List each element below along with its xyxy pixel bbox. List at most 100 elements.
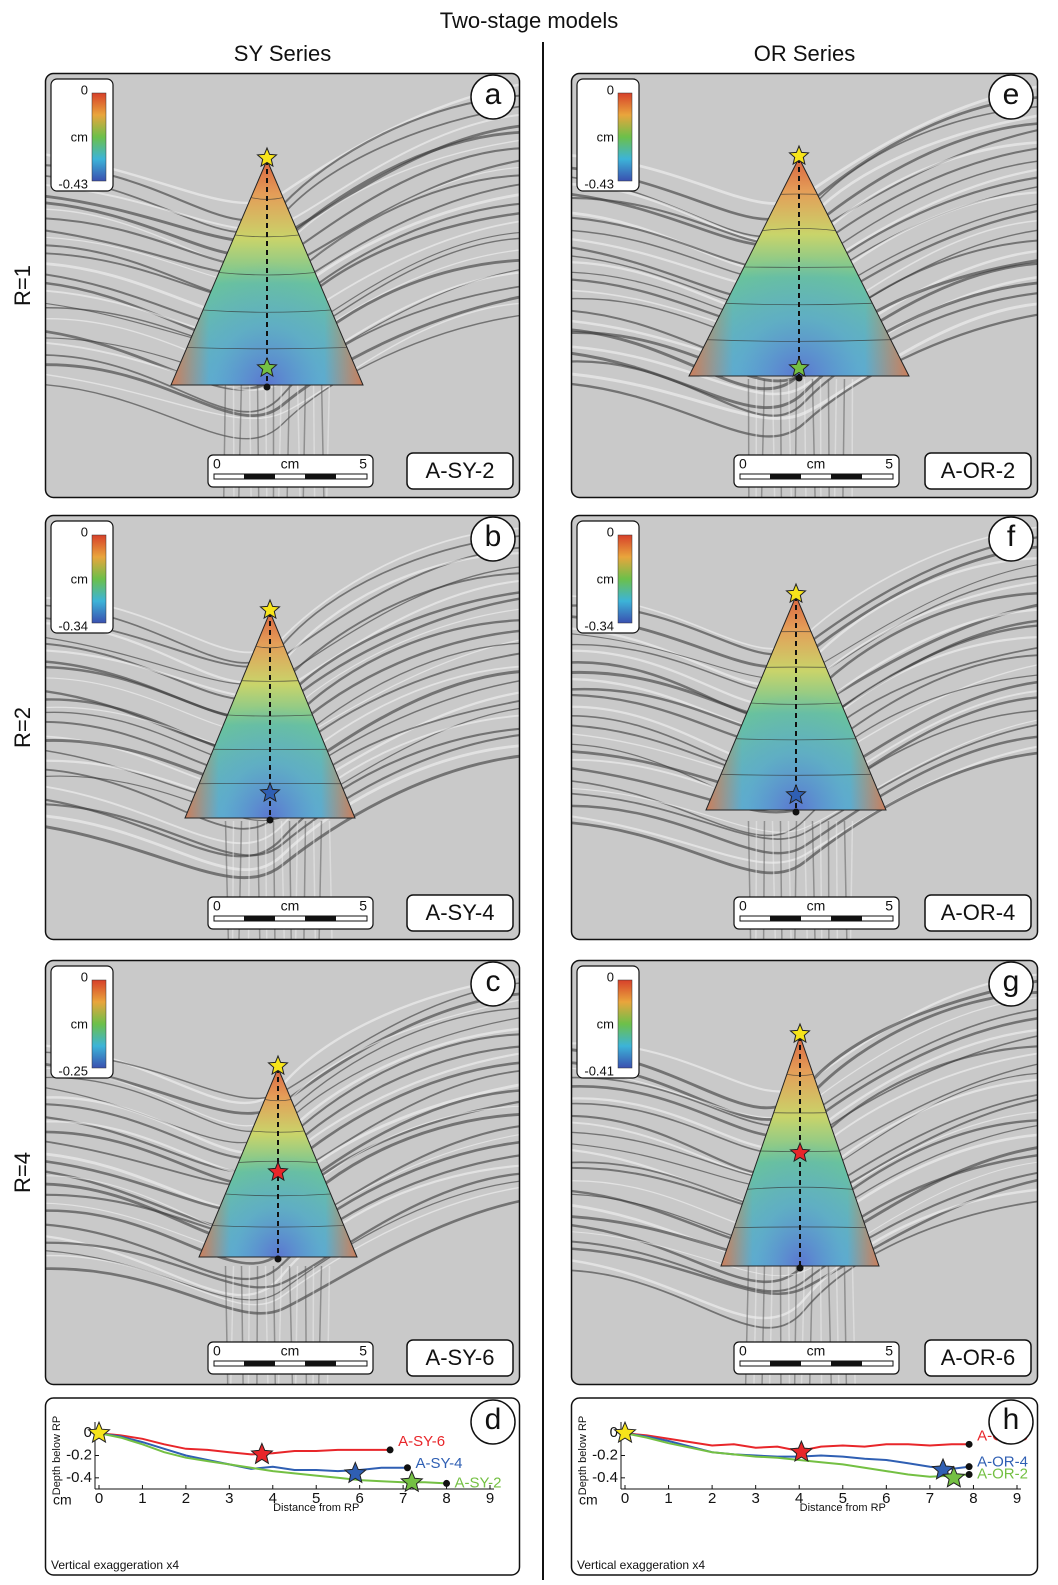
scale-start: 0 [213, 456, 221, 472]
scale-bar [740, 474, 893, 479]
colorbar-max: 0 [607, 82, 614, 97]
scale-end: 5 [359, 456, 367, 472]
colorbar [92, 980, 106, 1068]
colorbar-unit: cm [597, 1016, 614, 1031]
colorbar-unit: cm [597, 129, 614, 144]
colorbar [618, 535, 632, 623]
end-dot [443, 1480, 450, 1487]
scale-bar-fill [244, 916, 275, 921]
end-point [275, 1256, 282, 1263]
scale-bar-fill [831, 474, 862, 479]
end-dot [404, 1464, 411, 1471]
colorbar-unit: cm [71, 1016, 88, 1031]
colorbar-min: -0.34 [58, 618, 88, 633]
colorbar-max: 0 [81, 82, 88, 97]
end-dot [966, 1441, 973, 1448]
scale-bar-fill [770, 916, 801, 921]
x-tick-label: 1 [664, 1490, 672, 1507]
scale-start: 0 [213, 1343, 221, 1359]
panel-letter: e [1003, 78, 1020, 111]
series-label: A-SY-2 [455, 1474, 502, 1491]
scale-unit: cm [807, 456, 826, 472]
colorbar-min: -0.25 [58, 1063, 88, 1078]
colorbar-min: -0.34 [584, 618, 614, 633]
x-axis-label: Distance from RP [800, 1502, 886, 1514]
scale-start: 0 [739, 456, 747, 472]
y-tick-label: 0 [610, 1424, 618, 1441]
y-axis-label: Depth below RP [51, 1416, 63, 1496]
colorbar [618, 980, 632, 1068]
model-name: A-OR-2 [941, 458, 1016, 483]
colorbar-min: -0.43 [58, 176, 88, 191]
scale-end: 5 [885, 898, 893, 914]
scale-bar-fill [770, 1361, 801, 1366]
scale-unit: cm [807, 898, 826, 914]
colorbar-max: 0 [607, 524, 614, 539]
series-label: A-SY-4 [415, 1455, 462, 1472]
y-tick-label: -0.2 [592, 1446, 618, 1463]
scale-bar-fill [770, 474, 801, 479]
y-axis-label: Depth below RP [577, 1416, 589, 1496]
row-label: R=2 [10, 707, 35, 748]
scale-bar-fill [244, 1361, 275, 1366]
model-name: A-OR-6 [941, 1345, 1016, 1370]
scale-end: 5 [359, 898, 367, 914]
x-tick-label: 3 [225, 1490, 233, 1507]
x-tick-label: 9 [486, 1490, 494, 1507]
x-tick-label: 2 [182, 1490, 190, 1507]
model-name: A-SY-4 [426, 900, 495, 925]
y-tick-label: -0.4 [66, 1469, 92, 1486]
colorbar-unit: cm [71, 571, 88, 586]
column-title: OR Series [754, 41, 855, 66]
panel-letter: g [1003, 965, 1020, 998]
row-label: R=4 [10, 1152, 35, 1193]
scale-bar-fill [831, 1361, 862, 1366]
scale-bar-fill [305, 1361, 336, 1366]
x-tick-label: 1 [138, 1490, 146, 1507]
colorbar-max: 0 [607, 969, 614, 984]
x-tick-label: 2 [708, 1490, 716, 1507]
colorbar-unit: cm [597, 571, 614, 586]
scale-bar [214, 474, 367, 479]
y-tick-label: 0 [84, 1424, 92, 1441]
end-dot [387, 1446, 394, 1453]
scale-bar-fill [305, 474, 336, 479]
row-label: R=1 [10, 265, 35, 306]
panel-letter: f [1007, 520, 1016, 553]
x-tick-label: 7 [399, 1490, 407, 1507]
scale-start: 0 [739, 898, 747, 914]
scale-start: 0 [213, 898, 221, 914]
scale-end: 5 [359, 1343, 367, 1359]
x-tick-label: 9 [1013, 1490, 1021, 1507]
chart-border [46, 1398, 520, 1575]
scale-bar [214, 1361, 367, 1366]
panel-letter: h [1003, 1403, 1020, 1436]
scale-bar [740, 1361, 893, 1366]
x-tick-label: 8 [442, 1490, 450, 1507]
colorbar-max: 0 [81, 969, 88, 984]
note: Vertical exaggeration x4 [51, 1558, 179, 1572]
end-point [264, 384, 271, 391]
x-tick-label: 0 [621, 1490, 629, 1507]
colorbar-max: 0 [81, 524, 88, 539]
scale-unit: cm [807, 1343, 826, 1359]
note: Vertical exaggeration x4 [577, 1558, 705, 1572]
x-tick-label: 7 [926, 1490, 934, 1507]
scale-unit: cm [281, 1343, 300, 1359]
scale-start: 0 [739, 1343, 747, 1359]
end-dot [966, 1471, 973, 1478]
colorbar [92, 535, 106, 623]
model-name: A-SY-2 [426, 458, 495, 483]
model-name: A-SY-6 [426, 1345, 495, 1370]
x-axis-label: Distance from RP [273, 1502, 359, 1514]
scale-bar [740, 916, 893, 921]
series-label: A-SY-6 [398, 1433, 445, 1450]
x-tick-label: 3 [751, 1490, 759, 1507]
column-title: SY Series [234, 41, 331, 66]
end-point [267, 817, 274, 824]
